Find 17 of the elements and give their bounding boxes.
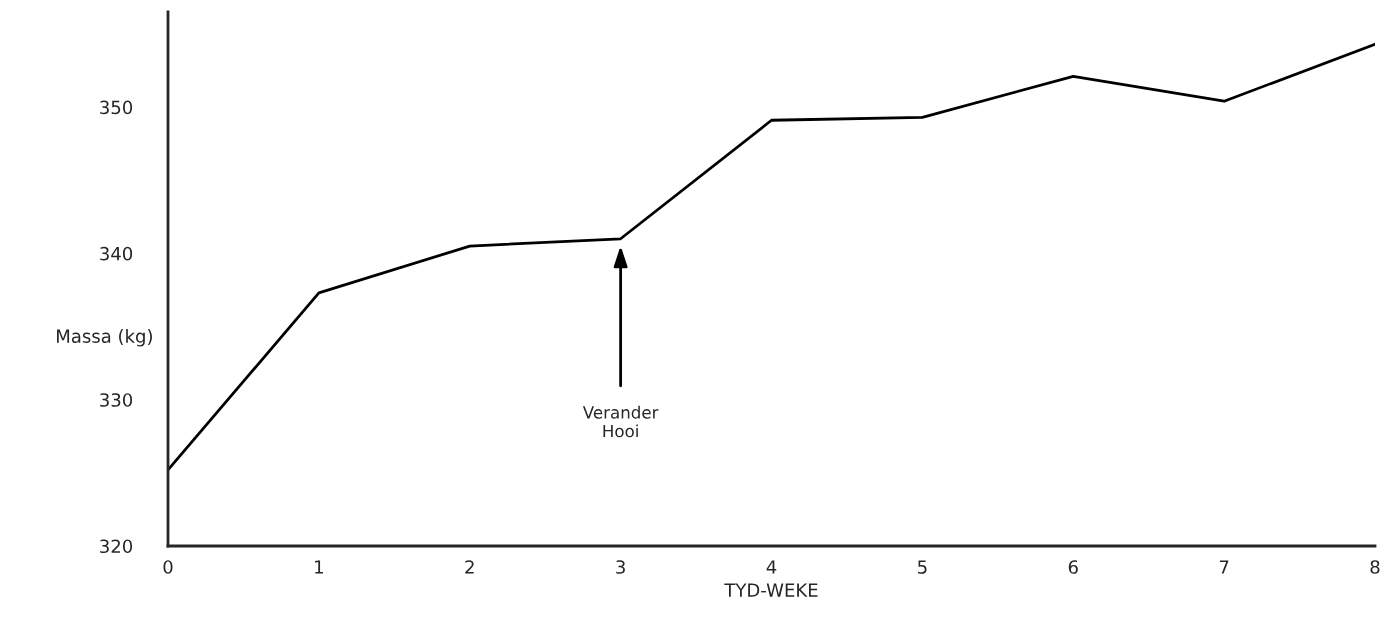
x-tick-label: 3 <box>616 560 625 574</box>
x-tick-label: 7 <box>1219 560 1229 574</box>
x-tick-label: 2 <box>465 560 474 574</box>
line-series <box>168 42 1375 472</box>
x-axis-title: TYD-WEKE <box>724 583 818 597</box>
y-tick-label: 340 <box>100 246 133 261</box>
x-tick-label: 1 <box>315 560 323 574</box>
x-tick-label: 6 <box>1068 560 1078 574</box>
annotation: Verander Hooi <box>582 405 659 438</box>
x-tick-label: 0 <box>163 560 173 574</box>
x-tick-label: 4 <box>766 560 777 574</box>
y-tick-label: 350 <box>100 100 133 115</box>
y-axis-title: Massa (kg) <box>57 329 152 347</box>
x-tick-label: 8 <box>1370 560 1380 574</box>
y-tick-label: 330 <box>100 393 133 407</box>
x-tick-label: 5 <box>918 560 927 574</box>
y-tick-label: 320 <box>100 539 133 554</box>
